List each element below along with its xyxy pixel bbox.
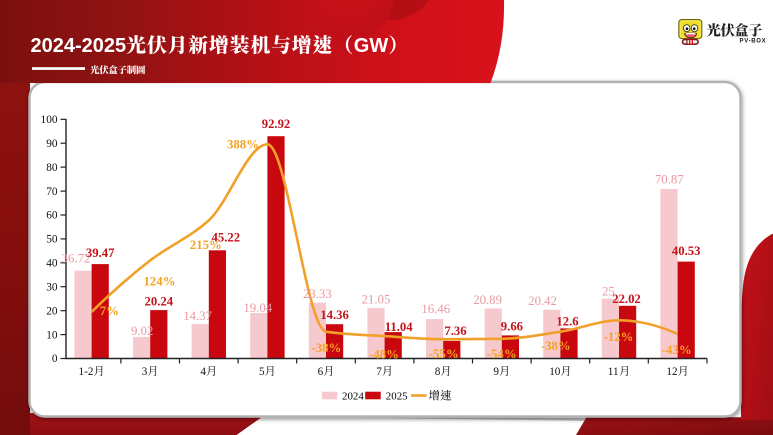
svg-text:3: 3 <box>142 366 148 378</box>
svg-text:70.87: 70.87 <box>655 173 684 187</box>
svg-text:-55%: -55% <box>429 347 459 361</box>
svg-text:2024-2025: 2024-2025 <box>31 35 127 57</box>
svg-text:80: 80 <box>46 162 58 174</box>
svg-text:16.46: 16.46 <box>421 302 450 316</box>
svg-text:50: 50 <box>46 234 58 246</box>
svg-text:60: 60 <box>46 210 58 222</box>
svg-text:-38%: -38% <box>541 339 571 353</box>
svg-text:GW: GW <box>354 35 389 57</box>
svg-text:20.89: 20.89 <box>473 293 502 307</box>
svg-text:2024: 2024 <box>342 390 364 402</box>
svg-text:20: 20 <box>46 305 58 317</box>
svg-text:20.42: 20.42 <box>528 294 557 308</box>
svg-text:388%: 388% <box>227 137 259 151</box>
svg-text:100: 100 <box>41 114 58 126</box>
svg-text:36.72: 36.72 <box>62 252 91 266</box>
svg-text:22.02: 22.02 <box>612 292 641 306</box>
svg-text:7%: 7% <box>100 304 119 318</box>
svg-text:2025: 2025 <box>386 390 408 402</box>
svg-text:6: 6 <box>318 366 324 378</box>
svg-text:9.02: 9.02 <box>131 324 153 338</box>
svg-text:21.05: 21.05 <box>362 293 391 307</box>
svg-text:39.47: 39.47 <box>86 246 115 260</box>
svg-text:12: 12 <box>666 366 677 378</box>
svg-text:25: 25 <box>602 285 615 299</box>
svg-text:7: 7 <box>376 366 382 378</box>
svg-text:23.33: 23.33 <box>303 287 332 301</box>
svg-text:-48%: -48% <box>369 348 399 362</box>
svg-text:215%: 215% <box>190 238 222 252</box>
svg-text:40.53: 40.53 <box>672 244 701 258</box>
svg-text:7.36: 7.36 <box>444 324 466 338</box>
svg-text:8: 8 <box>435 366 441 378</box>
svg-text:11: 11 <box>608 366 619 378</box>
svg-text:-38%: -38% <box>311 341 341 355</box>
svg-text:11.04: 11.04 <box>385 320 414 334</box>
svg-text:92.92: 92.92 <box>262 117 291 131</box>
svg-text:45.22: 45.22 <box>212 230 241 244</box>
svg-text:9.66: 9.66 <box>501 319 523 333</box>
svg-text:-54%: -54% <box>487 347 517 361</box>
svg-text:30: 30 <box>46 281 58 293</box>
svg-text:-12%: -12% <box>604 330 634 344</box>
svg-text:12.6: 12.6 <box>556 314 578 328</box>
svg-text:9: 9 <box>493 366 499 378</box>
svg-text:1-2: 1-2 <box>79 366 94 378</box>
svg-text:20.24: 20.24 <box>145 295 174 309</box>
svg-text:PV-BOX: PV-BOX <box>740 39 767 45</box>
svg-text:10: 10 <box>549 366 561 378</box>
svg-text:-43%: -43% <box>662 343 692 357</box>
svg-text:19.04: 19.04 <box>243 301 272 315</box>
svg-text:124%: 124% <box>144 274 176 288</box>
svg-text:14.37: 14.37 <box>183 309 212 323</box>
svg-text:14.36: 14.36 <box>320 308 349 322</box>
svg-text:10: 10 <box>46 329 58 341</box>
svg-text:40: 40 <box>46 258 58 270</box>
svg-text:5: 5 <box>259 366 265 378</box>
svg-text:0: 0 <box>52 353 58 365</box>
svg-text:70: 70 <box>46 186 58 198</box>
svg-text:4: 4 <box>200 366 206 378</box>
svg-text:90: 90 <box>46 138 58 150</box>
